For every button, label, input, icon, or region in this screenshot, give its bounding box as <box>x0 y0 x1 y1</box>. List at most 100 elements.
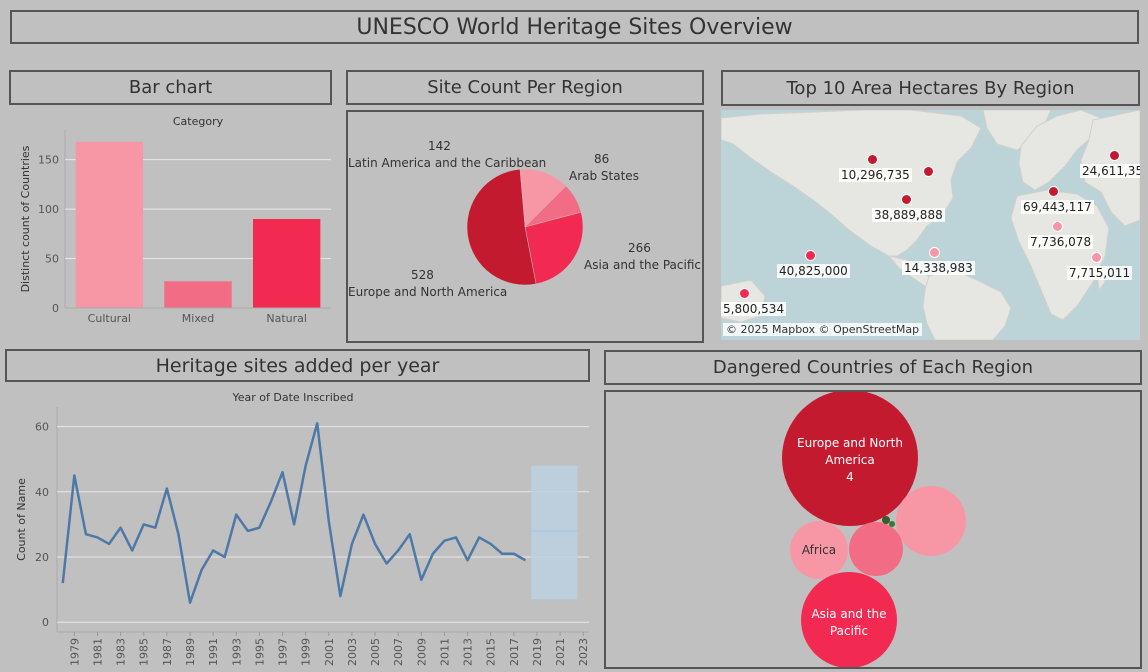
line-x-tick-label: 2007 <box>392 638 405 666</box>
line-y-tick-label: 20 <box>35 551 49 564</box>
line-x-tick-label: 2019 <box>531 638 544 666</box>
pie-panel-header: Site Count Per Region <box>346 70 704 105</box>
map-point-label: 14,338,983 <box>902 261 975 275</box>
bubble-europe[interactable] <box>782 392 918 526</box>
bubble-africa[interactable] <box>790 521 848 579</box>
bubble-label-line: America <box>825 453 875 467</box>
bar-y-axis-label: Distinct count of Countries <box>19 145 32 292</box>
land-africa <box>1010 189 1110 321</box>
bar-x-tick-label: Natural <box>266 312 307 325</box>
bar-cultural[interactable] <box>75 141 144 308</box>
bubble-label-line: Asia and the <box>811 607 887 621</box>
map-point[interactable] <box>1052 221 1063 232</box>
pie-slice[interactable] <box>524 211 584 285</box>
bar-x-tick-label: Cultural <box>88 312 131 325</box>
line-x-tick-label: 2017 <box>508 638 521 666</box>
line-series[interactable] <box>61 422 527 604</box>
map-point-label: 10,296,735 <box>839 168 912 182</box>
pie-label-asia-name: Asia and the Pacific <box>584 258 701 272</box>
map-point-label: 40,825,000 <box>777 264 850 278</box>
map-point[interactable] <box>1091 252 1102 263</box>
line-x-tick-label: 2003 <box>346 638 359 666</box>
bubble-tiny[interactable] <box>889 521 895 527</box>
pie-label-arab-name: Arab States <box>569 169 639 183</box>
line-panel-header: Heritage sites added per year <box>5 349 590 382</box>
line-y-tick-label: 60 <box>35 421 49 434</box>
map-point-label: 7,715,011 <box>1067 266 1133 280</box>
bar-panel-header: Bar chart <box>9 70 332 105</box>
map-point[interactable] <box>739 288 750 299</box>
map-point-label: 7,736,078 <box>1028 235 1094 249</box>
bar-y-tick-label: 0 <box>52 302 59 315</box>
bar-x-tick-label: Mixed <box>182 312 214 325</box>
land-europe <box>1018 110 1102 191</box>
map-point[interactable] <box>901 194 912 205</box>
map-point-label: 5,800,534 <box>721 302 787 316</box>
line-x-tick-label: 1991 <box>207 638 220 666</box>
map-point-label: 24,611,35 <box>1080 164 1140 178</box>
line-y-tick-label: 40 <box>35 486 49 499</box>
pie-label-latam-name: Latin America and the Caribbean <box>348 156 547 170</box>
line-chart: Year of Date Inscribed Count of Name 0 20 40… <box>15 391 590 666</box>
line-x-tick-label: 1999 <box>300 638 313 666</box>
line-x-tick-label: 1981 <box>91 638 104 666</box>
pie-label-latam-value: 142 <box>428 139 451 153</box>
line-x-tick-label: 1997 <box>277 638 290 666</box>
bubble-asia[interactable] <box>801 572 897 667</box>
map-point[interactable] <box>867 154 878 165</box>
bubble-unlabeled-mid[interactable] <box>849 522 903 576</box>
bubble-unlabeled-light[interactable] <box>896 486 966 556</box>
pie-label-europe-value: 528 <box>411 268 434 282</box>
line-x-tick-label: 2023 <box>577 638 590 666</box>
land-greenland <box>982 110 1052 151</box>
bar-y-tick-label: 50 <box>45 253 59 266</box>
map-panel-header: Top 10 Area Hectares By Region <box>721 70 1140 106</box>
bubble-chart-panel: Europe and North America 4 Africa Asia a… <box>604 390 1142 669</box>
line-y-axis-label: Count of Name <box>15 478 28 561</box>
dashboard-title: UNESCO World Heritage Sites Overview <box>10 10 1139 44</box>
bar-y-tick-label: 100 <box>38 203 59 216</box>
map-attribution[interactable]: © 2025 Mapbox © OpenStreetMap <box>723 323 923 336</box>
line-x-tick-label: 2001 <box>323 638 336 666</box>
pie-chart-panel: 142 Latin America and the Caribbean 86 A… <box>346 110 704 343</box>
bar-chart-title: Category <box>173 115 224 128</box>
map-point[interactable] <box>1109 150 1120 161</box>
map-point[interactable] <box>1048 186 1059 197</box>
bar-mixed[interactable] <box>164 281 232 308</box>
line-chart-panel: Year of Date Inscribed Count of Name 0 20 40… <box>5 385 597 672</box>
line-chart-title: Year of Date Inscribed <box>232 391 354 404</box>
map-point-label: 69,443,117 <box>1021 200 1094 214</box>
map-point[interactable] <box>805 250 816 261</box>
line-x-tick-label: 1989 <box>184 638 197 666</box>
bar-y-tick-label: 150 <box>38 154 59 167</box>
bubble-label-africa: Africa <box>801 543 837 557</box>
bubble-label-asia: Asia and the Pacific <box>796 606 902 640</box>
line-x-tick-label: 2021 <box>554 638 567 666</box>
bar-chart-panel: Category Distinct count of Countries 0 50 10… <box>9 110 339 330</box>
bubble-tiny[interactable] <box>882 516 890 524</box>
line-x-tick-label: 1987 <box>161 638 174 666</box>
land-north-america <box>721 110 982 257</box>
line-x-tick-label: 1995 <box>253 638 266 666</box>
bubble-chart <box>782 392 966 667</box>
forecast-band[interactable] <box>531 465 578 600</box>
line-x-tick-label: 2011 <box>438 638 451 666</box>
pie-label-europe-name: Europe and North America <box>348 285 508 299</box>
pie-label-arab-value: 86 <box>594 152 610 166</box>
pie-slice[interactable] <box>466 168 537 286</box>
map-panel[interactable]: 10,296,735 38,889,888 24,611,35 69,443,1… <box>721 110 1140 340</box>
line-x-tick-label: 2015 <box>485 638 498 666</box>
line-x-tick-label: 2005 <box>369 638 382 666</box>
map-point[interactable] <box>923 166 934 177</box>
line-x-tick-label: 1993 <box>230 638 243 666</box>
line-x-tick-label: 2013 <box>462 638 475 666</box>
line-x-tick-label: 2009 <box>415 638 428 666</box>
pie-chart <box>466 168 584 286</box>
line-y-tick-label: 0 <box>42 616 49 629</box>
bubble-label-line: Europe and North <box>797 436 903 450</box>
bar-natural[interactable] <box>252 219 321 308</box>
map-point[interactable] <box>929 247 940 258</box>
bubble-label-europe: Europe and North America 4 <box>792 435 908 486</box>
pie-label-asia-value: 266 <box>628 241 651 255</box>
bar-chart: Category Distinct count of Countries 0 50 10… <box>19 115 331 325</box>
